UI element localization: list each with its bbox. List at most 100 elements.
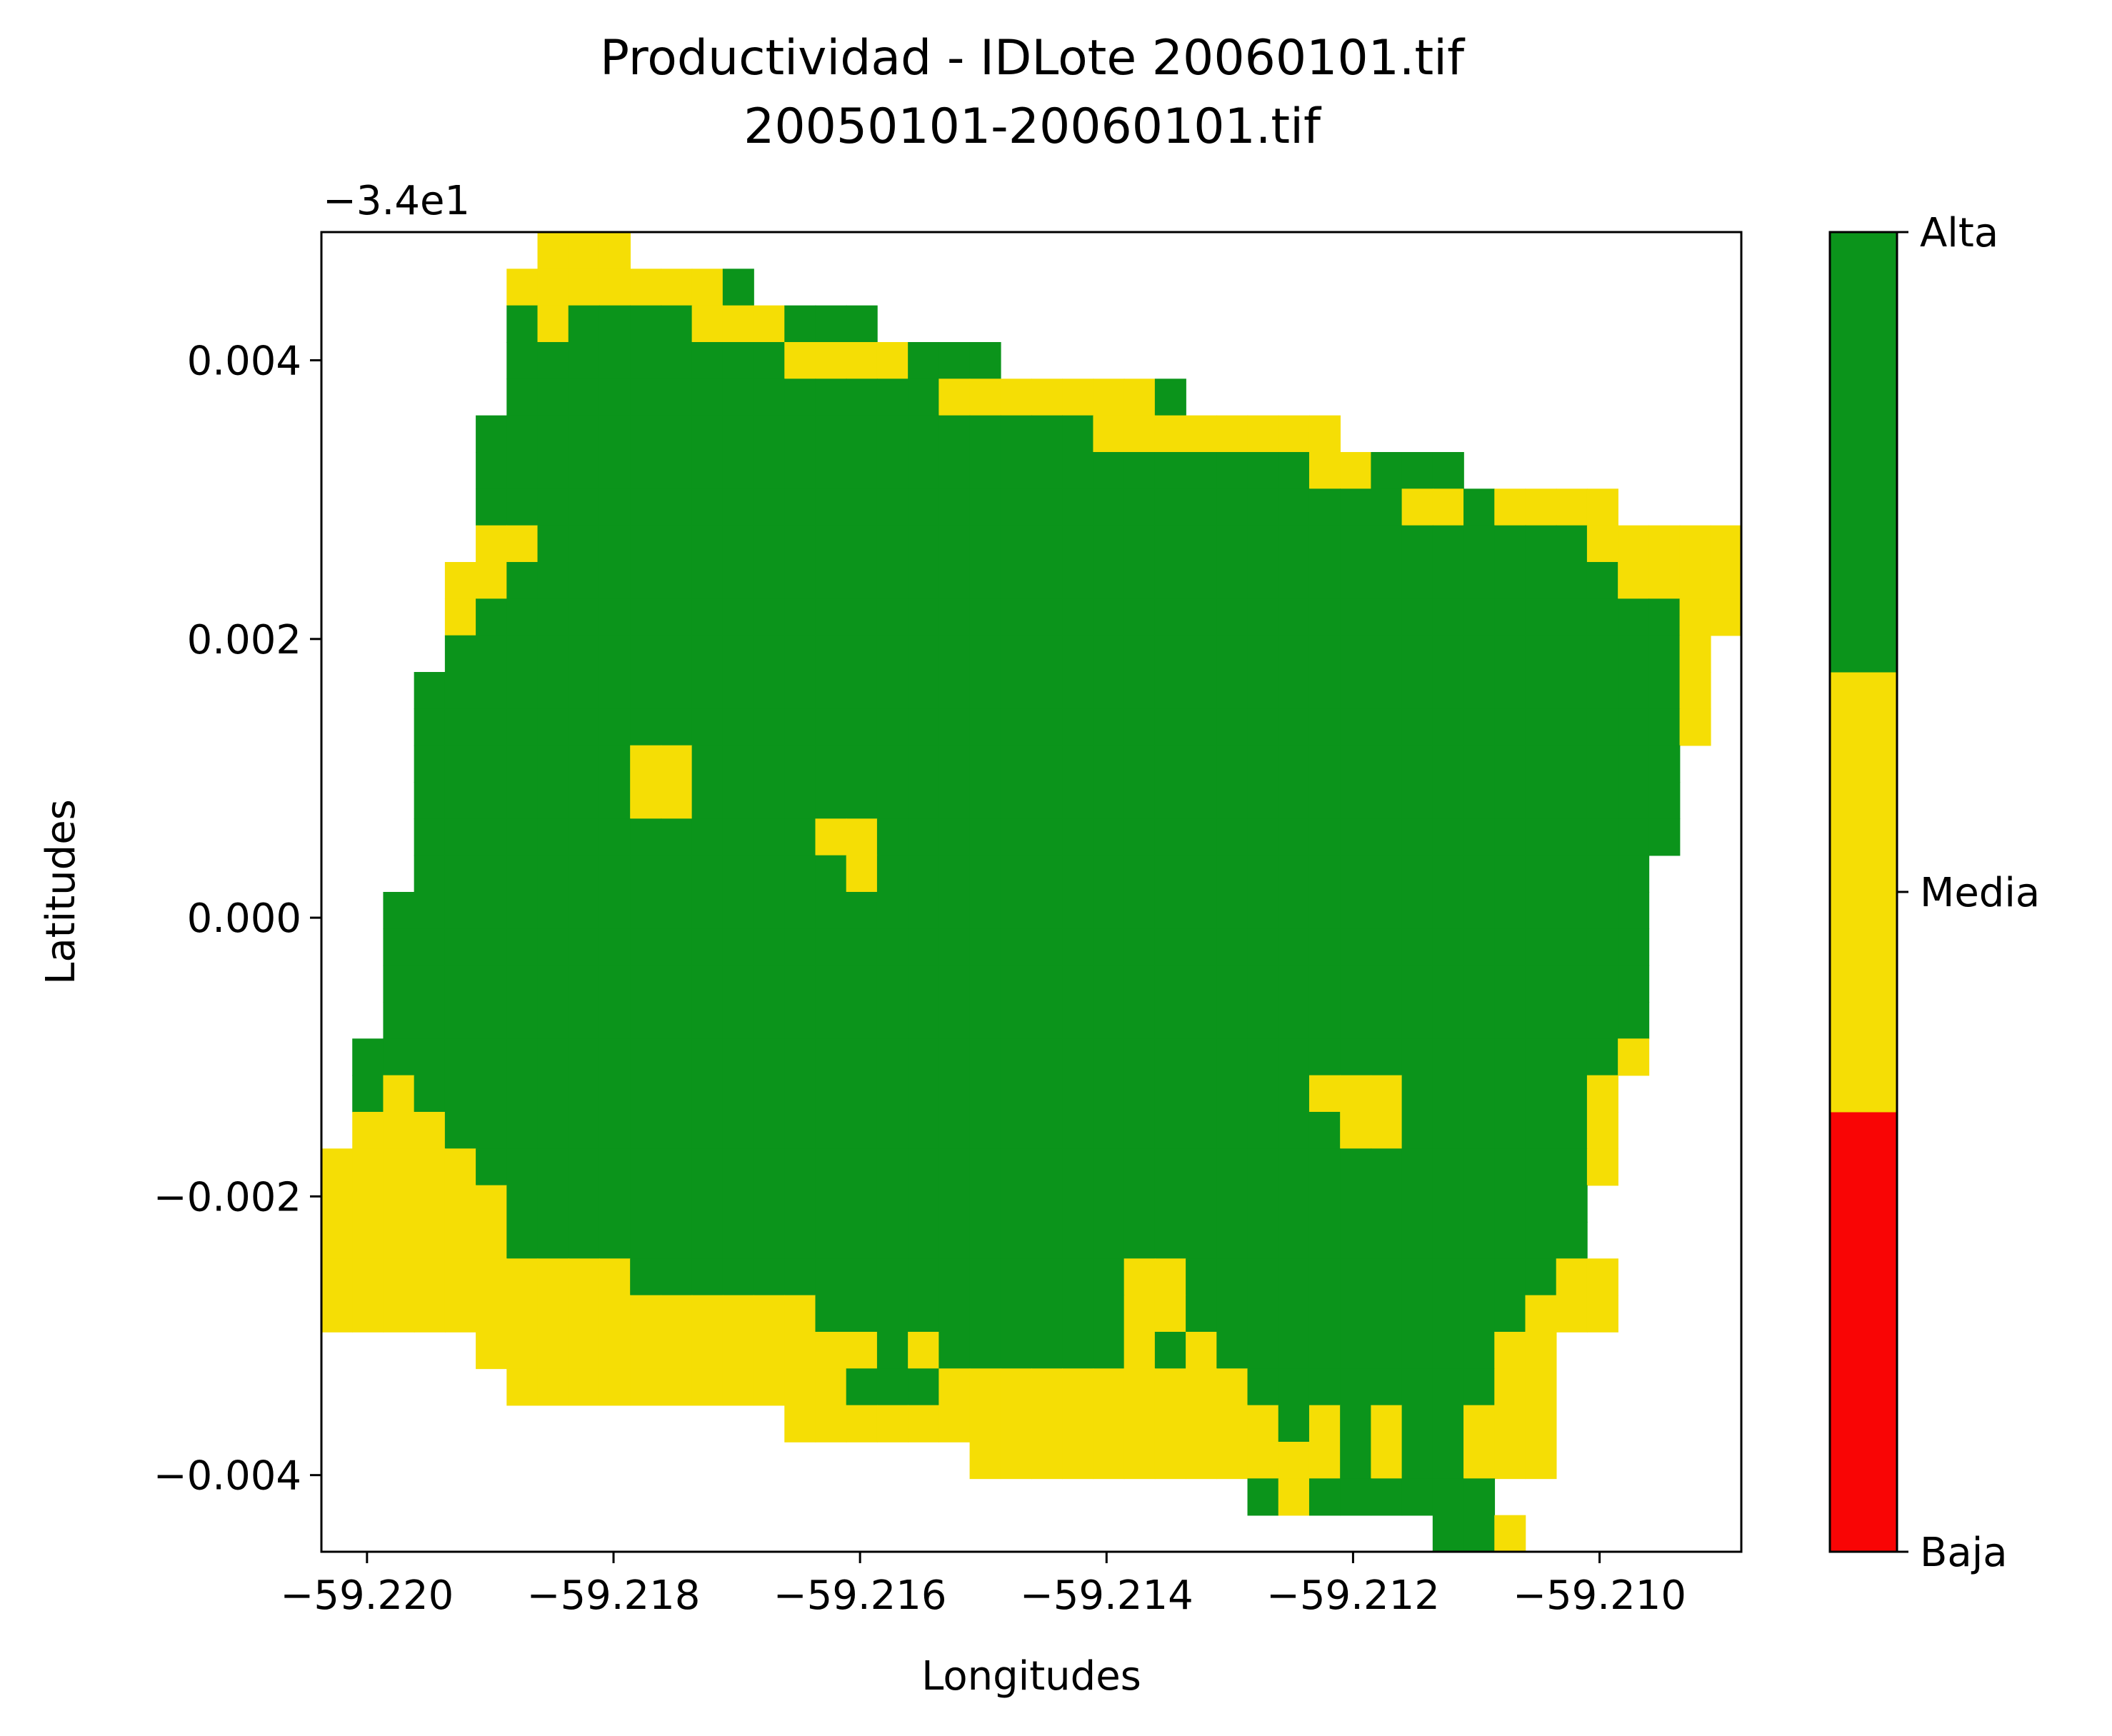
raster-cell: [506, 1295, 539, 1333]
raster-cell: [1000, 1442, 1032, 1480]
raster-cell: [876, 818, 909, 856]
raster-cell: [568, 928, 600, 966]
raster-cell: [846, 415, 878, 453]
y-tick-label: 0.004: [187, 338, 301, 385]
raster-cell: [568, 1112, 600, 1150]
x-tick-label: −59.220: [280, 1572, 454, 1619]
raster-cell: [630, 488, 662, 526]
raster-cell: [1031, 415, 1063, 453]
raster-cell: [1371, 598, 1403, 636]
raster-cell: [1401, 488, 1433, 526]
raster-cell: [722, 1075, 754, 1113]
raster-cell: [1093, 1002, 1125, 1040]
raster-cell: [754, 488, 786, 526]
raster-cell: [1154, 1038, 1186, 1076]
raster-cell: [1586, 1002, 1618, 1040]
raster-cell: [691, 1185, 724, 1223]
raster-cell: [1154, 415, 1186, 453]
raster-cell: [754, 1295, 786, 1333]
raster-cell: [815, 855, 847, 893]
raster-cell: [1371, 782, 1403, 820]
raster-cell: [722, 1185, 754, 1223]
raster-cell: [1186, 488, 1218, 526]
raster-cell: [1340, 1258, 1372, 1296]
raster-cell: [537, 892, 569, 930]
raster-cell: [1494, 562, 1526, 600]
raster-cell: [1586, 708, 1618, 746]
raster-cell: [1371, 1478, 1403, 1516]
raster-cell: [1556, 818, 1588, 856]
raster-cell: [1278, 1258, 1310, 1296]
raster-cell: [1154, 1332, 1186, 1370]
raster-cell: [1648, 598, 1681, 636]
raster-cell: [1401, 1185, 1433, 1223]
raster-cell: [444, 1112, 476, 1150]
raster-cell: [1463, 672, 1496, 710]
raster-cell: [1340, 1442, 1372, 1480]
raster-cell: [1463, 708, 1496, 746]
raster-cell: [1618, 965, 1650, 1003]
raster-cell: [476, 1075, 508, 1113]
raster-cell: [444, 892, 476, 930]
raster-cell: [568, 305, 600, 343]
raster-cell: [1401, 818, 1433, 856]
raster-cell: [599, 1185, 631, 1223]
raster-cell: [815, 452, 847, 490]
raster-cell: [1432, 855, 1464, 893]
raster-cell: [661, 598, 693, 636]
raster-cell: [1525, 525, 1557, 563]
raster-cell: [815, 1185, 847, 1223]
raster-cell: [1586, 782, 1618, 820]
raster-cell: [784, 965, 816, 1003]
raster-cell: [1216, 1258, 1248, 1296]
raster-cell: [1463, 1332, 1496, 1370]
raster-cell: [414, 965, 446, 1003]
raster-cell: [939, 525, 971, 563]
raster-cell: [321, 1258, 354, 1296]
raster-cell: [1216, 818, 1248, 856]
raster-cell: [1000, 818, 1032, 856]
raster-cell: [476, 782, 508, 820]
raster-cell: [476, 1038, 508, 1076]
raster-cell: [1123, 1038, 1156, 1076]
raster-cell: [1031, 1002, 1063, 1040]
raster-cell: [876, 342, 909, 380]
raster-cell: [506, 708, 539, 746]
raster-cell: [1525, 635, 1557, 673]
raster-cell: [1556, 745, 1588, 783]
raster-cell: [1216, 708, 1248, 746]
raster-cell: [876, 1405, 909, 1443]
raster-cell: [1123, 855, 1156, 893]
raster-cell: [784, 525, 816, 563]
raster-cells: [321, 232, 1742, 1552]
raster-cell: [784, 708, 816, 746]
x-tick-label: −59.212: [1266, 1572, 1440, 1619]
raster-cell: [599, 1295, 631, 1333]
raster-cell: [1154, 855, 1186, 893]
raster-cell: [1556, 1295, 1588, 1333]
raster-cell: [1401, 1258, 1433, 1296]
raster-cell: [1463, 1442, 1496, 1480]
raster-cell: [1278, 1478, 1310, 1516]
raster-cell: [1278, 635, 1310, 673]
raster-cell: [537, 965, 569, 1003]
raster-cell: [1679, 598, 1711, 636]
raster-cell: [1525, 672, 1557, 710]
chart-title-line-2: 20050101-20060101.tif: [744, 99, 1322, 155]
raster-cell: [1308, 1442, 1341, 1480]
raster-cell: [599, 928, 631, 966]
raster-cell: [1247, 1148, 1279, 1186]
raster-cell: [1556, 635, 1588, 673]
raster-cell: [1216, 1148, 1248, 1186]
raster-cell: [1308, 1368, 1341, 1406]
raster-cell: [722, 1112, 754, 1150]
raster-cell: [414, 1002, 446, 1040]
x-tick-label: −59.216: [774, 1572, 947, 1619]
raster-cell: [1432, 1222, 1464, 1260]
raster-cell: [506, 525, 539, 563]
colorbar-segment-alta: [1830, 232, 1897, 673]
raster-cell: [661, 928, 693, 966]
raster-cell: [1308, 598, 1341, 636]
raster-cell: [1401, 1075, 1433, 1113]
raster-cell: [969, 745, 1001, 783]
